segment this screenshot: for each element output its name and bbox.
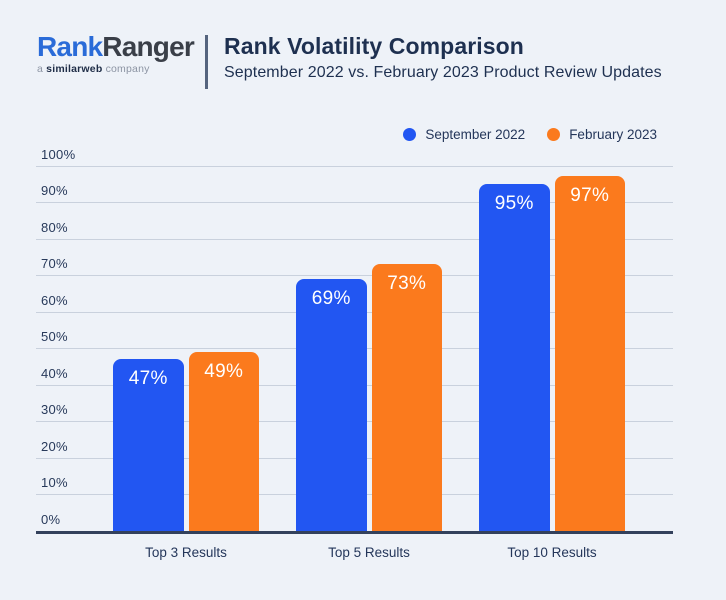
bar-september-2022-top-3-results: 47% [113,359,184,531]
legend-dot-orange-icon [547,128,561,141]
y-axis-tick-0: 0% [41,512,61,527]
header: RankRanger a similarweb company Rank Vol… [37,33,662,89]
y-axis-tick-20: 20% [41,438,68,454]
chart-legend: September 2022 February 2023 [403,127,657,142]
legend-item-february-2023: February 2023 [547,127,657,142]
y-axis-tick-30: 30% [41,402,68,418]
bar-february-2023-top-5-results: 73% [371,264,442,531]
tagline-brand: similarweb [46,63,103,75]
bar-value-label: 69% [311,287,351,309]
bar-value-label: 97% [570,185,610,207]
logo-word-ranger: Ranger [102,31,194,62]
y-axis-tick-10: 10% [41,475,68,491]
y-axis-tick-80: 80% [41,219,68,235]
titles-block: Rank Volatility Comparison September 202… [224,33,662,82]
x-axis-label-top-5-results: Top 5 Results [328,545,410,560]
bar-september-2022-top-10-results: 95% [479,183,550,531]
bar-february-2023-top-10-results: 97% [554,176,625,531]
gridline-100 [36,165,673,167]
y-axis-tick-40: 40% [41,365,68,381]
y-axis-tick-70: 70% [41,256,68,272]
bar-value-label: 47% [128,368,168,390]
x-axis-baseline [36,531,673,534]
header-divider [205,35,208,89]
rankranger-logo: RankRanger a similarweb company [37,31,195,75]
bar-value-label: 95% [494,192,534,214]
bar-september-2022-top-5-results: 69% [296,278,367,531]
gridline-90 [36,202,673,204]
logo-tagline: a similarweb company [37,64,187,75]
tagline-suffix: company [102,63,150,75]
y-axis-tick-100: 100% [41,146,76,162]
y-axis-tick-60: 60% [41,292,68,308]
gridline-80 [36,238,673,240]
bar-value-label: 49% [204,360,244,382]
legend-item-september-2022: September 2022 [403,127,525,142]
y-axis-tick-50: 50% [41,329,68,345]
x-axis-label-top-3-results: Top 3 Results [145,545,227,560]
legend-label: September 2022 [425,127,526,142]
tagline-prefix: a [37,63,47,75]
bar-value-label: 73% [387,273,427,295]
x-axis-label-top-10-results: Top 10 Results [507,545,597,560]
logo-wordmark: RankRanger [37,31,195,62]
logo-word-rank: Rank [37,31,103,62]
page-title: Rank Volatility Comparison [224,33,524,59]
y-axis-tick-90: 90% [41,183,68,199]
bar-february-2023-top-3-results: 49% [188,351,259,531]
page-subtitle: September 2022 vs. February 2023 Product… [224,64,662,82]
legend-dot-blue-icon [403,128,417,141]
gridline-70 [36,275,673,277]
legend-label: February 2023 [569,127,657,142]
